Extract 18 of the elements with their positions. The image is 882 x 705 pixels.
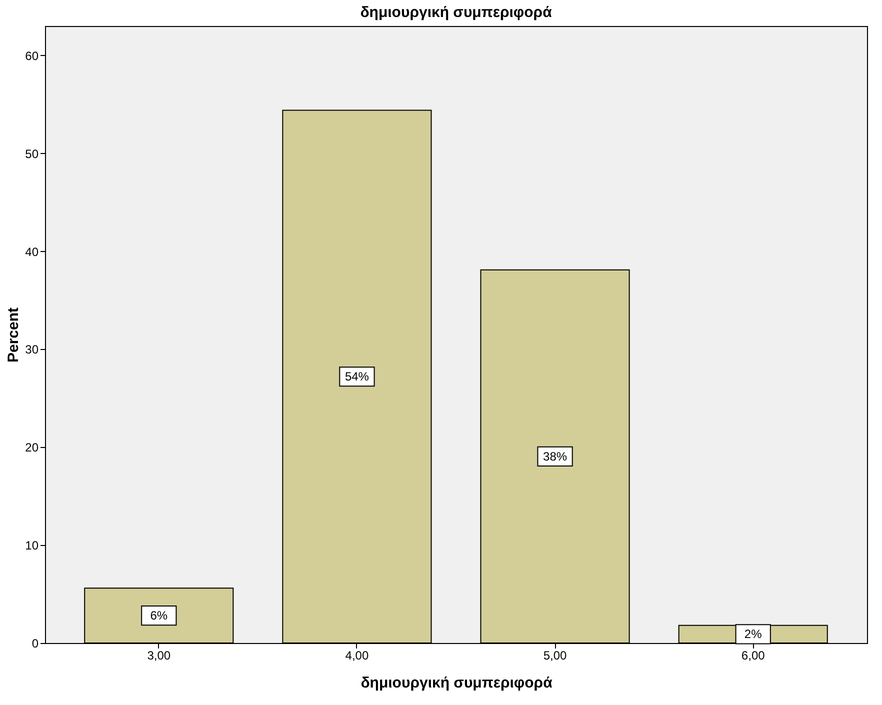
y-tick-label: 50 bbox=[25, 146, 39, 161]
data-label: 6% bbox=[150, 608, 168, 623]
y-tick-label: 60 bbox=[25, 48, 39, 63]
data-label: 2% bbox=[744, 627, 762, 642]
y-tick-label: 0 bbox=[32, 636, 39, 650]
y-tick-label: 40 bbox=[25, 244, 39, 259]
data-label: 54% bbox=[344, 370, 370, 384]
data-label: 38% bbox=[543, 449, 568, 464]
x-tick-label: 6,00 bbox=[741, 648, 766, 662]
y-tick-label: 20 bbox=[25, 440, 39, 455]
x-tick-label: 4,00 bbox=[345, 648, 369, 662]
y-tick-label: 10 bbox=[25, 538, 39, 553]
x-tick-label: 5,00 bbox=[543, 648, 568, 662]
x-axis-title: δημιουργική συμπεριφορά bbox=[360, 674, 554, 692]
x-tick-label: 3,00 bbox=[147, 648, 171, 662]
chart-title: δημιουργική συμπεριφορά bbox=[360, 4, 553, 21]
y-axis-title: Percent bbox=[5, 307, 22, 363]
y-tick-label: 30 bbox=[25, 342, 39, 357]
